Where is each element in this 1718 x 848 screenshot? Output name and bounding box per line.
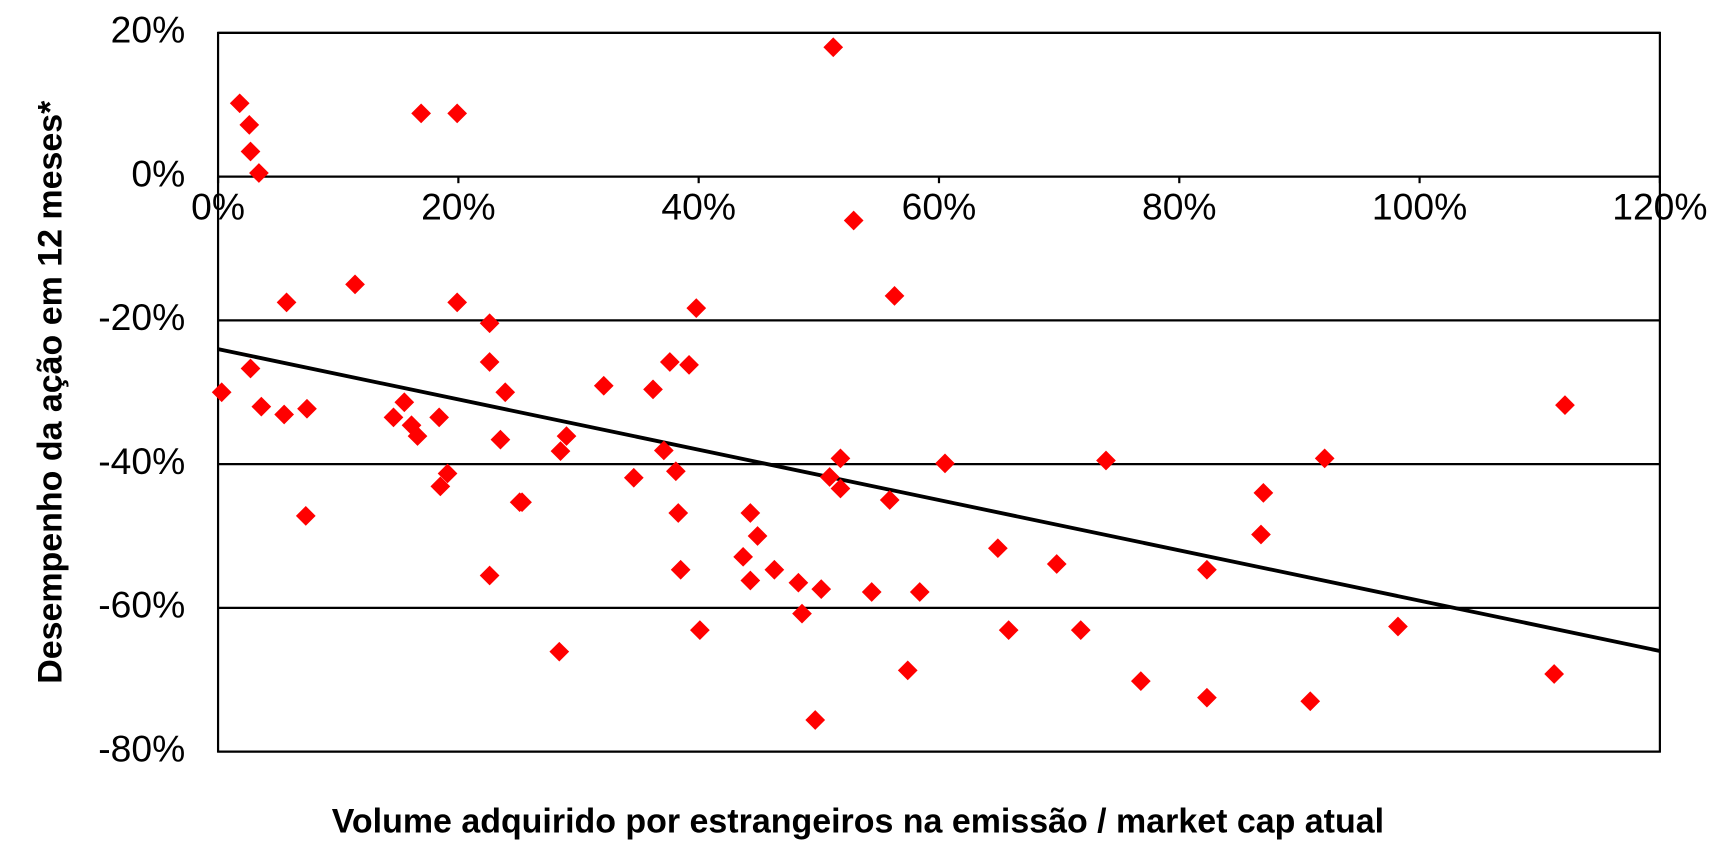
data-point	[843, 210, 864, 231]
data-point	[643, 379, 663, 400]
data-point	[512, 492, 532, 513]
x-tick-label: 40%	[661, 185, 736, 227]
data-point	[447, 103, 468, 124]
data-point	[1070, 620, 1091, 640]
y-tick-label: 20%	[111, 9, 186, 51]
data-point	[1251, 524, 1271, 545]
data-point	[1130, 671, 1151, 692]
data-point	[884, 286, 905, 306]
data-point	[429, 407, 450, 428]
data-point	[879, 490, 900, 510]
data-point	[437, 463, 458, 484]
data-point	[211, 382, 232, 403]
data-point	[430, 476, 451, 497]
data-point	[823, 37, 844, 58]
data-point	[740, 503, 761, 523]
x-axis-title: Volume adquirido por estrangeiros na emi…	[332, 803, 1384, 841]
data-point	[297, 398, 317, 419]
data-point	[1544, 664, 1565, 684]
data-point	[490, 429, 511, 450]
data-point	[345, 274, 365, 295]
data-point	[861, 582, 882, 602]
data-point	[909, 582, 930, 602]
data-point	[411, 103, 431, 124]
data-point	[479, 565, 500, 586]
data-point	[686, 298, 707, 318]
data-point	[653, 440, 674, 461]
data-point	[447, 292, 468, 313]
data-point	[897, 660, 918, 681]
data-point	[792, 603, 812, 624]
data-point	[276, 292, 297, 313]
data-point	[251, 396, 272, 417]
y-tick-label: -80%	[98, 727, 185, 769]
data-point	[747, 526, 768, 546]
data-point	[830, 448, 851, 469]
y-tick-label: -20%	[98, 296, 185, 338]
x-tick-label: 60%	[902, 185, 977, 227]
data-point	[659, 352, 680, 372]
data-point	[1197, 559, 1217, 580]
data-point	[556, 426, 577, 446]
data-point	[764, 559, 785, 580]
y-tick-label: -60%	[98, 584, 185, 626]
x-tick-label: 20%	[421, 185, 496, 227]
data-point	[239, 115, 260, 135]
data-point	[987, 538, 1008, 559]
x-tick-label: 0%	[191, 185, 245, 227]
data-point	[788, 572, 809, 593]
data-point	[679, 355, 699, 375]
data-point	[479, 352, 500, 372]
data-point	[1253, 482, 1274, 503]
data-point	[830, 478, 851, 499]
data-point	[623, 467, 644, 488]
data-point	[668, 503, 689, 523]
x-tick-label: 120%	[1612, 185, 1707, 227]
data-point	[550, 441, 571, 462]
trendline	[217, 347, 1661, 653]
data-point	[690, 620, 710, 640]
data-point	[249, 163, 269, 183]
data-point	[740, 570, 761, 591]
data-point	[1197, 687, 1217, 708]
data-point	[665, 461, 686, 482]
data-point	[295, 505, 316, 526]
data-point	[998, 620, 1019, 640]
data-point	[1096, 450, 1116, 471]
data-point	[670, 559, 691, 580]
data-point	[479, 313, 500, 334]
data-point	[549, 641, 570, 662]
data-point	[811, 579, 832, 600]
data-point	[1300, 691, 1321, 712]
y-axis-title: Desempenho da ação em 12 meses*	[31, 100, 69, 684]
data-point	[495, 382, 516, 403]
data-point	[407, 426, 428, 446]
data-point	[394, 392, 415, 413]
data-point	[240, 358, 261, 379]
x-tick-label: 100%	[1372, 185, 1467, 227]
data-point	[229, 93, 250, 114]
data-point	[935, 453, 955, 474]
data-point	[1046, 554, 1067, 574]
data-point	[805, 710, 826, 730]
data-point	[819, 467, 840, 487]
data-point	[1555, 395, 1575, 416]
y-tick-label: -40%	[98, 440, 185, 482]
x-tick-label: 80%	[1142, 185, 1217, 227]
data-point	[1388, 616, 1408, 637]
data-point	[274, 404, 295, 425]
data-point	[1314, 448, 1335, 469]
data-point	[593, 375, 614, 396]
data-point	[733, 546, 753, 567]
plot-frame	[216, 31, 1661, 753]
data-point	[383, 407, 404, 428]
y-tick-label: 0%	[131, 152, 185, 194]
data-point	[240, 141, 261, 162]
